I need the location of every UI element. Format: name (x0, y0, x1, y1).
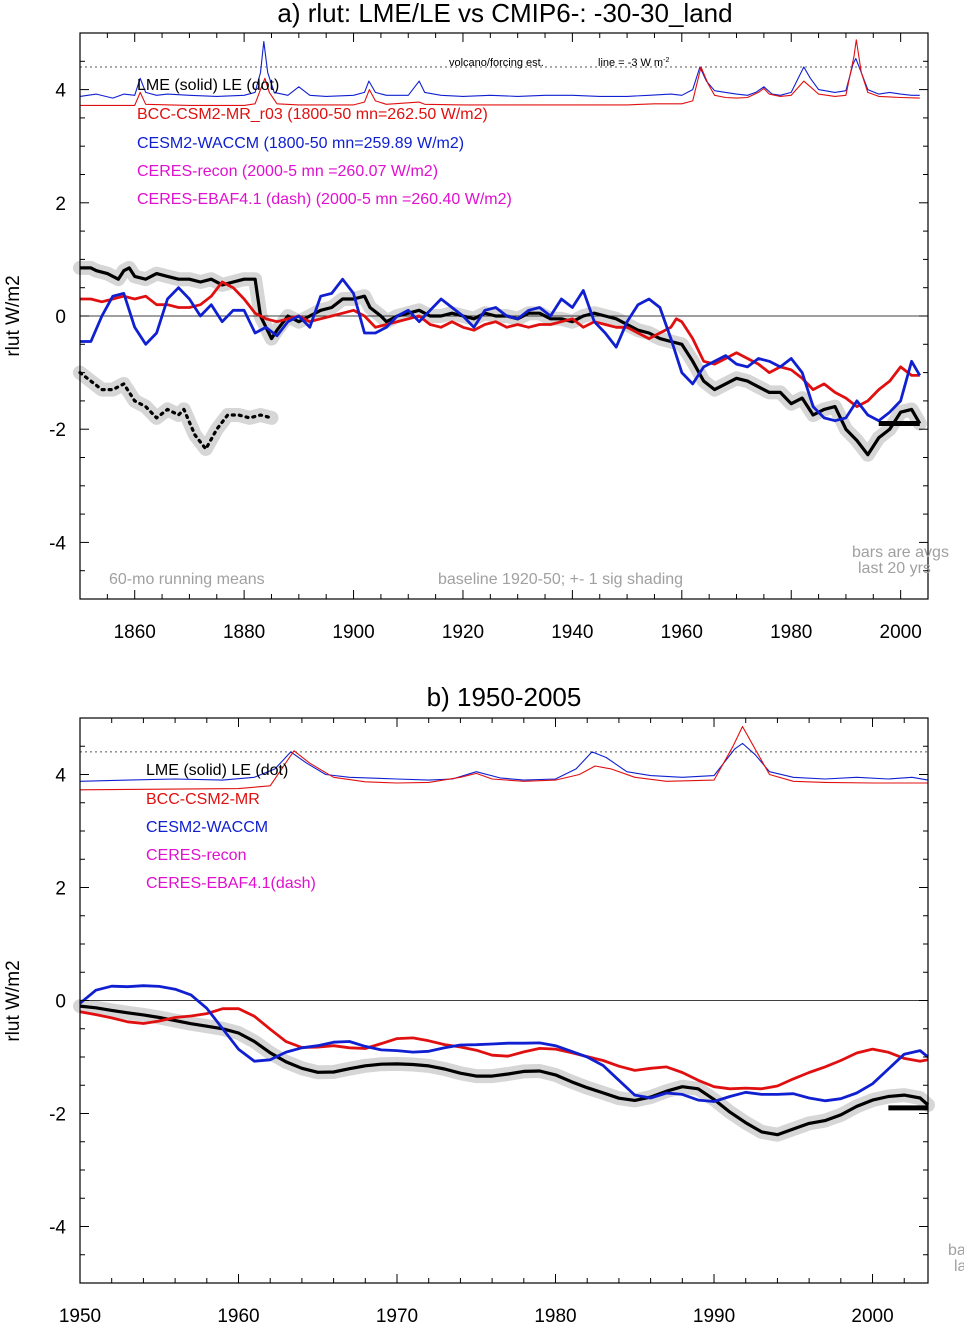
x-tick-label: 1860 (114, 622, 156, 643)
legend-b-cesm2: CESM2-WACCM (146, 819, 268, 836)
annotation-volcano: volcano/forcing est. (449, 57, 544, 69)
annotation-b-bars-line1: bars are avgs (948, 1242, 964, 1259)
legend-bcc: BCC-CSM2-MR_r03 (1800-50 mn=262.50 W/m2) (137, 106, 488, 123)
series-lme (80, 266, 922, 457)
x-tick-label: 1960 (661, 622, 703, 643)
y-tick-label: 0 (55, 992, 66, 1013)
annotation-running-means: 60-mo running means (109, 571, 265, 588)
y-tick-label: -4 (49, 1218, 66, 1239)
series-cesm2-waccm-volcano-forcing (79, 40, 920, 99)
series-bcc-csm2-mr-volcano-forcing (80, 39, 920, 106)
annotation-bars-line1: bars are avgs (852, 544, 949, 561)
panel-a-plot-area (73, 39, 928, 462)
panel-b-legend: LME (solid) LE (dot) BCC-CSM2-MR CESM2-W… (146, 762, 316, 892)
panel-b-series (79, 725, 930, 1137)
panel-b-title: b) 1950-2005 (427, 682, 582, 712)
series-le (78, 371, 274, 451)
panel-b-x-axis: 1950 1960 1970 1980 1990 2000 (59, 718, 905, 1325)
legend-cesm2: CESM2-WACCM (1800-50 mn=259.89 W/m2) (137, 135, 464, 152)
x-tick-label: 1920 (442, 622, 484, 643)
annotation-b-bars-line2: last 20 yrs (954, 1258, 964, 1275)
x-tick-label: 2000 (880, 622, 922, 643)
y-tick-label: -2 (49, 1105, 66, 1126)
panel-b-y-label: rlut W/m2 (3, 960, 24, 1041)
x-tick-label: 1900 (332, 622, 374, 643)
x-tick-label: 1940 (551, 622, 593, 643)
panel-b: b) 1950-2005 1950 1960 1970 1980 1990 2000 4 2… (3, 682, 964, 1325)
series-bcc-csm2-mr (80, 280, 920, 408)
panel-a-title: a) rlut: LME/LE vs CMIP6-: -30-30_land (277, 0, 732, 28)
legend-b-lme-le: LME (solid) LE (dot) (146, 762, 288, 779)
panel-a-legend: LME (solid) LE (dot) BCC-CSM2-MR_r03 (18… (137, 77, 512, 208)
x-tick-label: 1980 (770, 622, 812, 643)
panel-a-y-label: rlut W/m2 (3, 275, 24, 356)
x-tick-label: 2000 (851, 1306, 893, 1325)
panel-a-series (78, 39, 922, 457)
y-tick-label: 4 (55, 766, 66, 787)
y-tick-label: 4 (55, 81, 66, 102)
series-cesm2-waccm-volcano-forcing (79, 742, 929, 782)
y-tick-label: -2 (49, 420, 66, 441)
legend-lme-le: LME (solid) LE (dot) (137, 77, 279, 94)
panel-a-x-axis: 1860 1880 1900 1920 1940 1960 1980 2000 (79, 33, 929, 643)
shading-le (73, 365, 279, 456)
panel-a-y-axis: 4 2 0 -2 -4 (49, 32, 928, 600)
series-cesm2-waccm (79, 984, 929, 1103)
y-tick-label: 0 (55, 307, 66, 328)
x-tick-label: 1980 (534, 1306, 576, 1325)
annotation-line-note: line = -3 W m-2 (598, 57, 669, 69)
x-tick-label: 1880 (223, 622, 265, 643)
annotation-baseline: baseline 1920-50; +- 1 sig shading (438, 571, 683, 588)
series-bcc-csm2-mr (79, 1007, 929, 1091)
legend-b-ceres-recon: CERES-recon (146, 847, 246, 864)
legend-ceres-ebaf: CERES-EBAF4.1 (dash) (2000-5 mn =260.40 … (137, 191, 512, 208)
legend-b-ceres-ebaf: CERES-EBAF4.1(dash) (146, 875, 316, 892)
x-tick-label: 1990 (693, 1306, 735, 1325)
panel-b-y-axis: 4 2 0 -2 -4 (49, 717, 928, 1284)
series-bcc-csm2-mr-volcano-forcing (79, 725, 928, 791)
legend-ceres-recon: CERES-recon (2000-5 mn =260.07 W/m2) (137, 163, 438, 180)
panel-a: a) rlut: LME/LE vs CMIP6-: -30-30_land 1… (3, 0, 949, 643)
y-tick-label: -4 (49, 533, 66, 554)
annotation-bars-line2: last 20 yrs (858, 560, 931, 577)
y-tick-label: 2 (55, 194, 66, 215)
x-tick-label: 1950 (59, 1306, 101, 1325)
y-tick-label: 2 (55, 879, 66, 900)
x-tick-label: 1960 (217, 1306, 259, 1325)
x-tick-label: 1970 (376, 1306, 418, 1325)
legend-b-bcc: BCC-CSM2-MR (146, 791, 260, 808)
panel-b-plot-area (73, 725, 935, 1142)
series-cesm2-waccm (80, 277, 922, 423)
